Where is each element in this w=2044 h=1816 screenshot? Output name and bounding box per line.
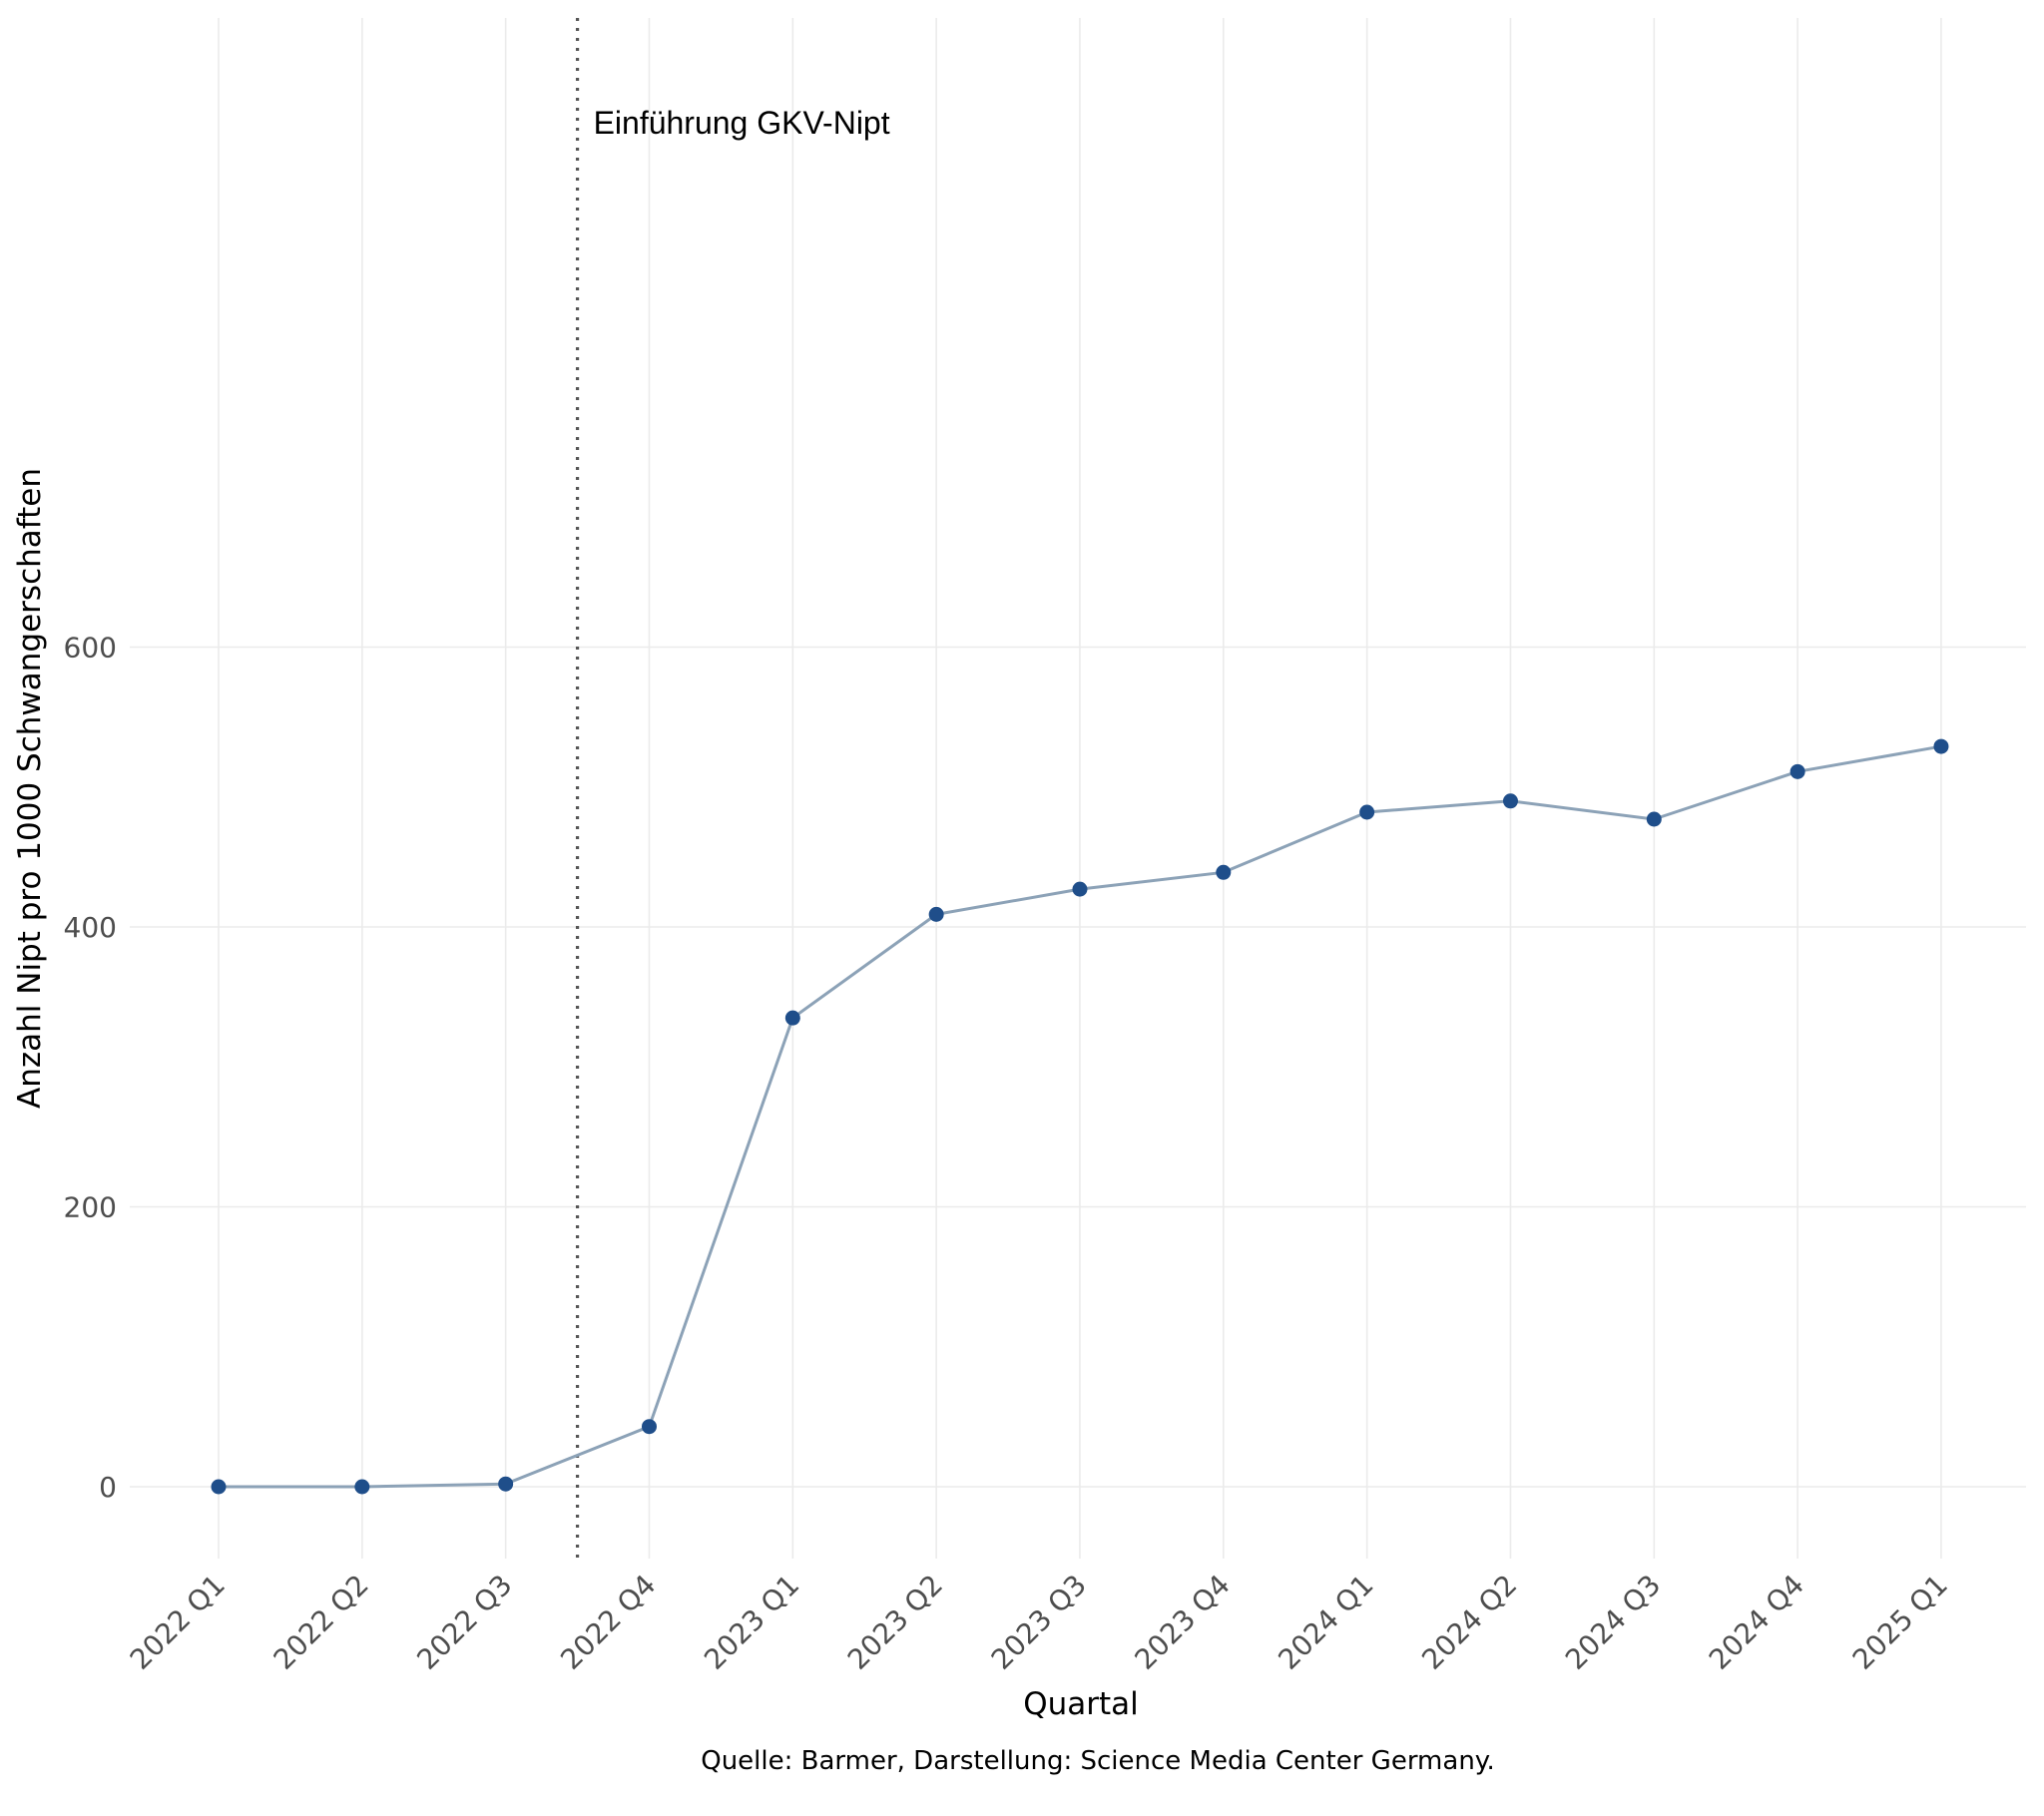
x-tick-label: 2022 Q1 bbox=[124, 1569, 232, 1676]
data-series bbox=[211, 738, 1949, 1495]
data-point bbox=[498, 1476, 514, 1492]
data-point bbox=[928, 906, 944, 922]
data-point bbox=[1072, 881, 1088, 897]
y-tick-label: 400 bbox=[64, 911, 117, 944]
data-point bbox=[1789, 763, 1805, 779]
y-tick-label: 200 bbox=[64, 1191, 117, 1224]
x-tick-label: 2024 Q4 bbox=[1703, 1569, 1810, 1676]
x-tick-label: 2022 Q3 bbox=[410, 1569, 518, 1676]
x-tick-label: 2023 Q1 bbox=[698, 1569, 805, 1676]
y-gridlines bbox=[130, 646, 2026, 1488]
x-tick-label: 2023 Q2 bbox=[841, 1569, 949, 1676]
data-point bbox=[211, 1479, 227, 1495]
x-tick-label: 2024 Q1 bbox=[1272, 1569, 1379, 1676]
y-axis-title: Anzahl Nipt pro 1000 Schwangerschaften bbox=[12, 468, 48, 1109]
x-tick-label: 2024 Q2 bbox=[1415, 1569, 1523, 1676]
data-point bbox=[1359, 804, 1375, 820]
y-tick-label: 600 bbox=[64, 632, 117, 665]
x-tick-label: 2023 Q4 bbox=[1129, 1569, 1237, 1676]
y-tick-label: 0 bbox=[99, 1471, 117, 1504]
y-tick-labels: 0 200 400 600 bbox=[64, 632, 117, 1505]
x-tick-label: 2022 Q4 bbox=[554, 1569, 662, 1676]
data-point bbox=[1216, 864, 1232, 880]
data-point bbox=[1502, 793, 1518, 809]
x-tick-label: 2022 Q2 bbox=[267, 1569, 375, 1676]
data-point bbox=[784, 1010, 800, 1026]
x-gridlines bbox=[218, 18, 1942, 1559]
data-point bbox=[1933, 738, 1949, 754]
x-tick-label: 2023 Q3 bbox=[985, 1569, 1093, 1676]
x-tick-label: 2025 Q1 bbox=[1846, 1569, 1954, 1676]
data-point bbox=[1646, 811, 1662, 827]
x-axis-title: Quartal bbox=[1023, 1686, 1139, 1722]
data-point bbox=[641, 1419, 657, 1435]
x-tick-label: 2024 Q3 bbox=[1559, 1569, 1667, 1676]
annotation-label: Einführung GKV-Nipt bbox=[594, 105, 890, 141]
data-point bbox=[354, 1479, 370, 1495]
x-tick-labels: 2022 Q1 2022 Q2 2022 Q3 2022 Q4 2023 Q1 2023 … bbox=[124, 1569, 1954, 1676]
chart-caption: Quelle: Barmer, Darstellung: Science Med… bbox=[701, 1746, 1495, 1776]
